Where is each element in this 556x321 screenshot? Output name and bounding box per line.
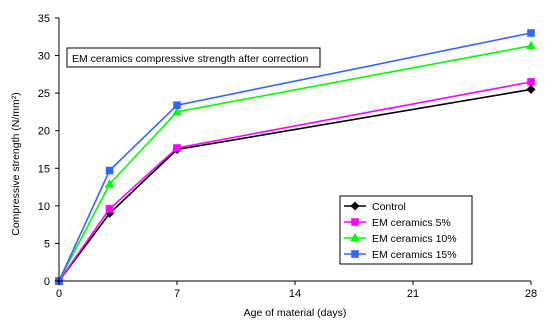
x-tick-label: 28 xyxy=(525,288,537,300)
data-point-em-ceramics-5-1 xyxy=(105,205,114,213)
y-tick-label: 15 xyxy=(38,163,50,175)
legend-entry-em-ceramics-15: EM ceramics 15% xyxy=(344,249,457,261)
x-axis-label: Age of material (days) xyxy=(244,307,347,319)
legend-label: EM ceramics 15% xyxy=(372,249,457,261)
data-point-control-3 xyxy=(526,84,536,94)
legend-label: Control xyxy=(372,201,406,213)
data-point-em-ceramics-10-3 xyxy=(526,40,536,50)
legend-marker xyxy=(351,250,359,258)
y-tick-label: 10 xyxy=(38,201,50,213)
series-line-em-ceramics-5 xyxy=(58,81,532,282)
legend-entry-em-ceramics-5: EM ceramics 5% xyxy=(344,217,451,229)
legend-entry-em-ceramics-10: EM ceramics 10% xyxy=(344,232,457,245)
y-tick-label: 0 xyxy=(44,276,50,288)
y-tick-label: 25 xyxy=(38,88,50,100)
annotation-text: EM ceramics compressive strength after c… xyxy=(72,53,308,65)
annotation-box: EM ceramics compressive strength after c… xyxy=(66,47,321,68)
x-tick-label: 14 xyxy=(289,288,301,300)
legend: Control EM ceramics 5% EM ceramics 10% EM c… xyxy=(339,195,473,265)
x-tick-label: 0 xyxy=(56,288,62,300)
legend-label: EM ceramics 5% xyxy=(372,217,451,229)
data-point-em-ceramics-5-3 xyxy=(527,78,535,86)
series-line-em-ceramics-15 xyxy=(58,32,532,282)
y-tick-label: 35 xyxy=(38,13,50,25)
legend-label: EM ceramics 10% xyxy=(372,233,457,245)
y-tick-label: 20 xyxy=(38,126,50,138)
ticks: 0 5 10 15 20 25 30 35 0 7 14 21 28 xyxy=(38,13,537,300)
legend-marker xyxy=(351,218,359,226)
x-tick-label: 7 xyxy=(174,288,180,300)
y-tick-label: 5 xyxy=(44,238,50,250)
data-point-em-ceramics-10-1 xyxy=(104,179,115,188)
series-line-em-ceramics-10 xyxy=(58,45,532,282)
data-point-em-ceramics-5-2 xyxy=(173,144,181,152)
data-point-em-ceramics-15-1 xyxy=(105,166,114,175)
legend-marker xyxy=(350,201,360,211)
y-tick-label: 30 xyxy=(38,51,50,63)
data-point-em-ceramics-15-2 xyxy=(173,101,181,109)
legend-marker xyxy=(350,232,360,242)
legend-entry-control: Control xyxy=(344,201,406,213)
y-axis-label: Compressive strength (N/mm²) xyxy=(10,92,22,236)
data-point-em-ceramics-10-2 xyxy=(172,106,182,116)
x-tick-label: 21 xyxy=(407,288,419,300)
data-point-em-ceramics-15-3 xyxy=(527,29,535,37)
series-layer xyxy=(54,29,536,286)
series-line-control xyxy=(58,88,532,282)
